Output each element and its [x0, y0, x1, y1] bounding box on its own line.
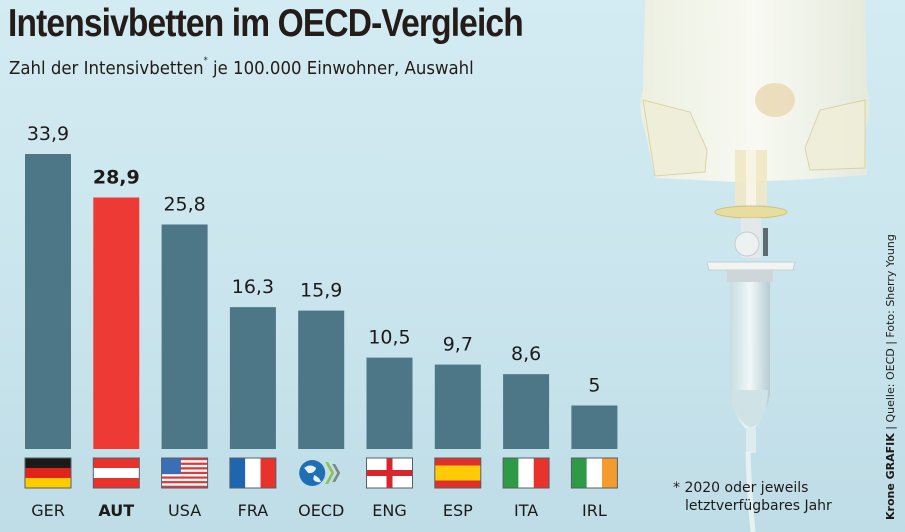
category-label-oecd: OECD	[298, 501, 344, 520]
footnote-mark: *	[203, 56, 208, 66]
flag-spain-icon	[434, 457, 482, 489]
logo-oecd-icon	[299, 460, 341, 486]
value-label-irl: 5	[588, 374, 600, 396]
category-label-ger: GER	[31, 501, 65, 520]
bar-ita	[503, 374, 550, 449]
subtitle-main: Zahl der Intensivbetten	[9, 58, 204, 79]
flag-france-icon	[229, 457, 277, 489]
value-label-eng: 10,5	[368, 327, 410, 349]
value-label-ita: 8,6	[511, 343, 541, 365]
bar-aut	[93, 197, 140, 449]
chart-subtitle: Zahl der Intensivbetten* je 100.000 Einw…	[9, 56, 474, 79]
bar-usa	[161, 224, 208, 449]
value-label-fra: 16,3	[232, 276, 274, 298]
category-label-fra: FRA	[238, 501, 269, 520]
source-credit: Krone GRAFIK | Quelle: OECD | Foto: Sher…	[884, 234, 897, 520]
category-label-esp: ESP	[443, 501, 473, 520]
footnote: * 2020 oder jeweils letztverfügbares Jah…	[673, 479, 832, 515]
credit-brand: Krone GRAFIK	[884, 433, 897, 520]
bar-fra	[229, 307, 276, 449]
bar-esp	[434, 364, 481, 449]
value-label-oecd: 15,9	[300, 280, 342, 302]
footnote-line-2: letztverfügbares Jahr	[685, 498, 832, 514]
value-label-ger: 33,9	[27, 123, 69, 145]
flag-england-icon	[366, 457, 413, 489]
bar-chart: 33,9 28,9 25,8 16,3 15,9 10,5 9,7 8,6 5 GER AUT US…	[24, 123, 618, 520]
category-label-ita: ITA	[514, 501, 538, 520]
bar-eng	[366, 357, 413, 449]
flag-ireland-icon	[570, 457, 618, 489]
category-label-irl: IRL	[582, 501, 607, 520]
chart-title: Intensivbetten im OECD-Vergleich	[8, 2, 524, 45]
subtitle-rest: je 100.000 Einwohner, Auswahl	[207, 58, 474, 79]
bar-irl	[571, 405, 618, 449]
flag-italy-icon	[502, 457, 550, 489]
value-label-usa: 25,8	[163, 193, 205, 215]
flag-germany-icon	[24, 457, 72, 489]
bar-ger	[25, 154, 71, 449]
footnote-line-1: * 2020 oder jeweils	[673, 480, 809, 496]
value-label-aut: 28,9	[93, 167, 140, 189]
value-label-esp: 9,7	[443, 334, 473, 356]
flag-usa-icon	[161, 457, 209, 489]
bar-oecd	[298, 310, 345, 449]
category-label-usa: USA	[168, 501, 201, 520]
credit-rest: | Quelle: OECD | Foto: Sherry Young	[884, 234, 897, 434]
category-label-aut: AUT	[98, 501, 134, 520]
iv-bag-photo	[640, 0, 870, 532]
category-label-eng: ENG	[372, 501, 406, 520]
flag-austria-icon	[92, 457, 140, 489]
